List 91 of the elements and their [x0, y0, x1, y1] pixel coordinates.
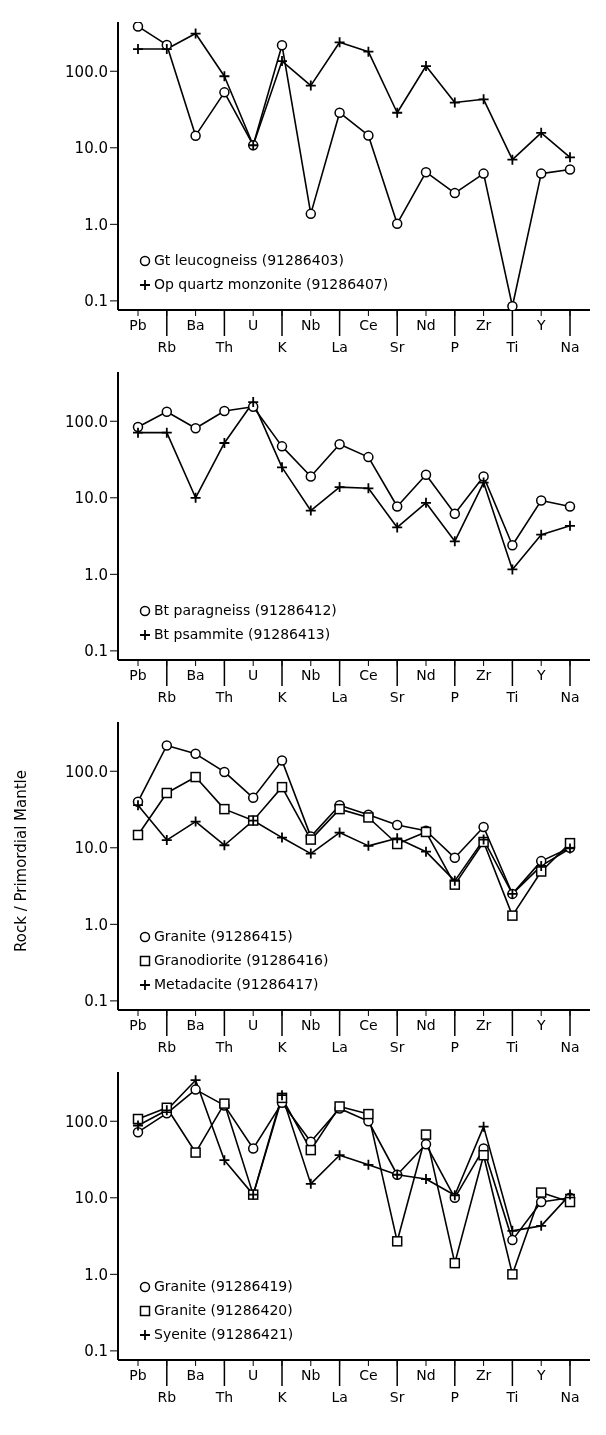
x-tick-label: Ba: [186, 317, 205, 333]
legend-label: Gt leucogneiss (91286403): [154, 252, 344, 268]
x-tick-label: Nd: [416, 1017, 436, 1033]
x-tick-label: Rb: [157, 1389, 177, 1405]
y-tick-label: 10.0: [74, 489, 108, 508]
x-tick-label: Nd: [416, 1367, 436, 1383]
x-tick-label: Na: [560, 1039, 580, 1055]
x-tick-label: Sr: [389, 1039, 405, 1055]
x-tick-label: P: [450, 1389, 460, 1405]
x-tick-label: La: [331, 1389, 348, 1405]
x-tick-label: Zr: [475, 1017, 492, 1033]
x-tick-label: Y: [535, 317, 546, 333]
x-tick-label: Ba: [186, 1017, 205, 1033]
x-tick-label: La: [331, 339, 348, 355]
x-tick-label: Rb: [157, 1039, 177, 1055]
x-tick-label: Ba: [186, 667, 205, 683]
x-tick-label: Th: [214, 339, 234, 355]
x-tick-label: Na: [560, 1389, 580, 1405]
x-tick-label: Ce: [359, 1367, 378, 1383]
x-tick-label: U: [248, 667, 259, 683]
legend-label: Granite (91286415): [154, 928, 293, 944]
x-tick-label: P: [450, 339, 460, 355]
legend-label: Bt psammite (91286413): [154, 626, 331, 642]
x-tick-label: Sr: [389, 1389, 405, 1405]
y-tick-label: 1.0: [84, 565, 108, 584]
x-tick-label: Sr: [389, 339, 405, 355]
legend-label: Granite (91286420): [154, 1302, 293, 1318]
y-axis-title: Rock / Primordial Mantle: [12, 770, 30, 952]
x-tick-label: La: [331, 1039, 348, 1055]
x-tick-label: Nb: [301, 1367, 321, 1383]
y-tick-label: 100.0: [65, 1112, 108, 1131]
legend-label: Metadacite (91286417): [154, 976, 319, 992]
x-tick-label: Ba: [186, 1367, 205, 1383]
x-tick-label: K: [277, 339, 288, 355]
y-tick-label: 1.0: [84, 215, 108, 234]
x-tick-label: K: [277, 1039, 288, 1055]
y-tick-label: 0.1: [84, 992, 108, 1011]
x-tick-label: Ti: [505, 1389, 519, 1405]
y-tick-label: 10.0: [74, 139, 108, 158]
x-tick-label: Ce: [359, 667, 378, 683]
x-tick-label: Y: [535, 667, 546, 683]
legend-label: Bt paragneiss (91286412): [154, 602, 337, 618]
x-tick-label: Pb: [129, 1367, 147, 1383]
x-tick-label: Nd: [416, 317, 436, 333]
x-tick-label: Nd: [416, 667, 436, 683]
x-tick-label: Zr: [475, 317, 492, 333]
x-tick-label: K: [277, 1389, 288, 1405]
x-tick-label: Th: [214, 689, 234, 705]
x-tick-label: Ce: [359, 1017, 378, 1033]
x-tick-label: Ti: [505, 1039, 519, 1055]
x-tick-label: Zr: [475, 1367, 492, 1383]
y-tick-label: 0.1: [84, 1342, 108, 1361]
x-tick-label: P: [450, 1039, 460, 1055]
x-tick-label: K: [277, 689, 288, 705]
y-tick-label: 0.1: [84, 642, 108, 661]
x-tick-label: Y: [535, 1017, 546, 1033]
x-tick-label: Rb: [157, 689, 177, 705]
y-tick-label: 100.0: [65, 62, 108, 81]
y-tick-label: 10.0: [74, 1189, 108, 1208]
x-tick-label: Y: [535, 1367, 546, 1383]
y-tick-label: 0.1: [84, 292, 108, 311]
y-tick-label: 100.0: [65, 412, 108, 431]
x-tick-label: Th: [214, 1039, 234, 1055]
x-tick-label: Pb: [129, 1017, 147, 1033]
legend-label: Granite (91286419): [154, 1278, 293, 1294]
x-tick-label: La: [331, 689, 348, 705]
x-tick-label: U: [248, 1367, 259, 1383]
x-tick-label: Ti: [505, 689, 519, 705]
x-tick-label: Na: [560, 339, 580, 355]
x-tick-label: Sr: [389, 689, 405, 705]
x-tick-label: Rb: [157, 339, 177, 355]
x-tick-label: Na: [560, 689, 580, 705]
x-tick-label: Ce: [359, 317, 378, 333]
x-tick-label: Ti: [505, 339, 519, 355]
y-tick-label: 1.0: [84, 1265, 108, 1284]
x-tick-label: P: [450, 689, 460, 705]
y-tick-label: 1.0: [84, 915, 108, 934]
x-tick-label: Nb: [301, 667, 321, 683]
legend-label: Op quartz monzonite (91286407): [154, 276, 389, 292]
x-tick-label: Zr: [475, 667, 492, 683]
x-tick-label: Th: [214, 1389, 234, 1405]
x-tick-label: U: [248, 1017, 259, 1033]
legend-label: Granodiorite (91286416): [154, 952, 329, 968]
y-tick-label: 10.0: [74, 839, 108, 858]
x-tick-label: U: [248, 317, 259, 333]
x-tick-label: Nb: [301, 317, 321, 333]
y-tick-label: 100.0: [65, 762, 108, 781]
x-tick-label: Pb: [129, 667, 147, 683]
legend-label: Syenite (91286421): [154, 1326, 294, 1342]
x-tick-label: Nb: [301, 1017, 321, 1033]
x-tick-label: Pb: [129, 317, 147, 333]
